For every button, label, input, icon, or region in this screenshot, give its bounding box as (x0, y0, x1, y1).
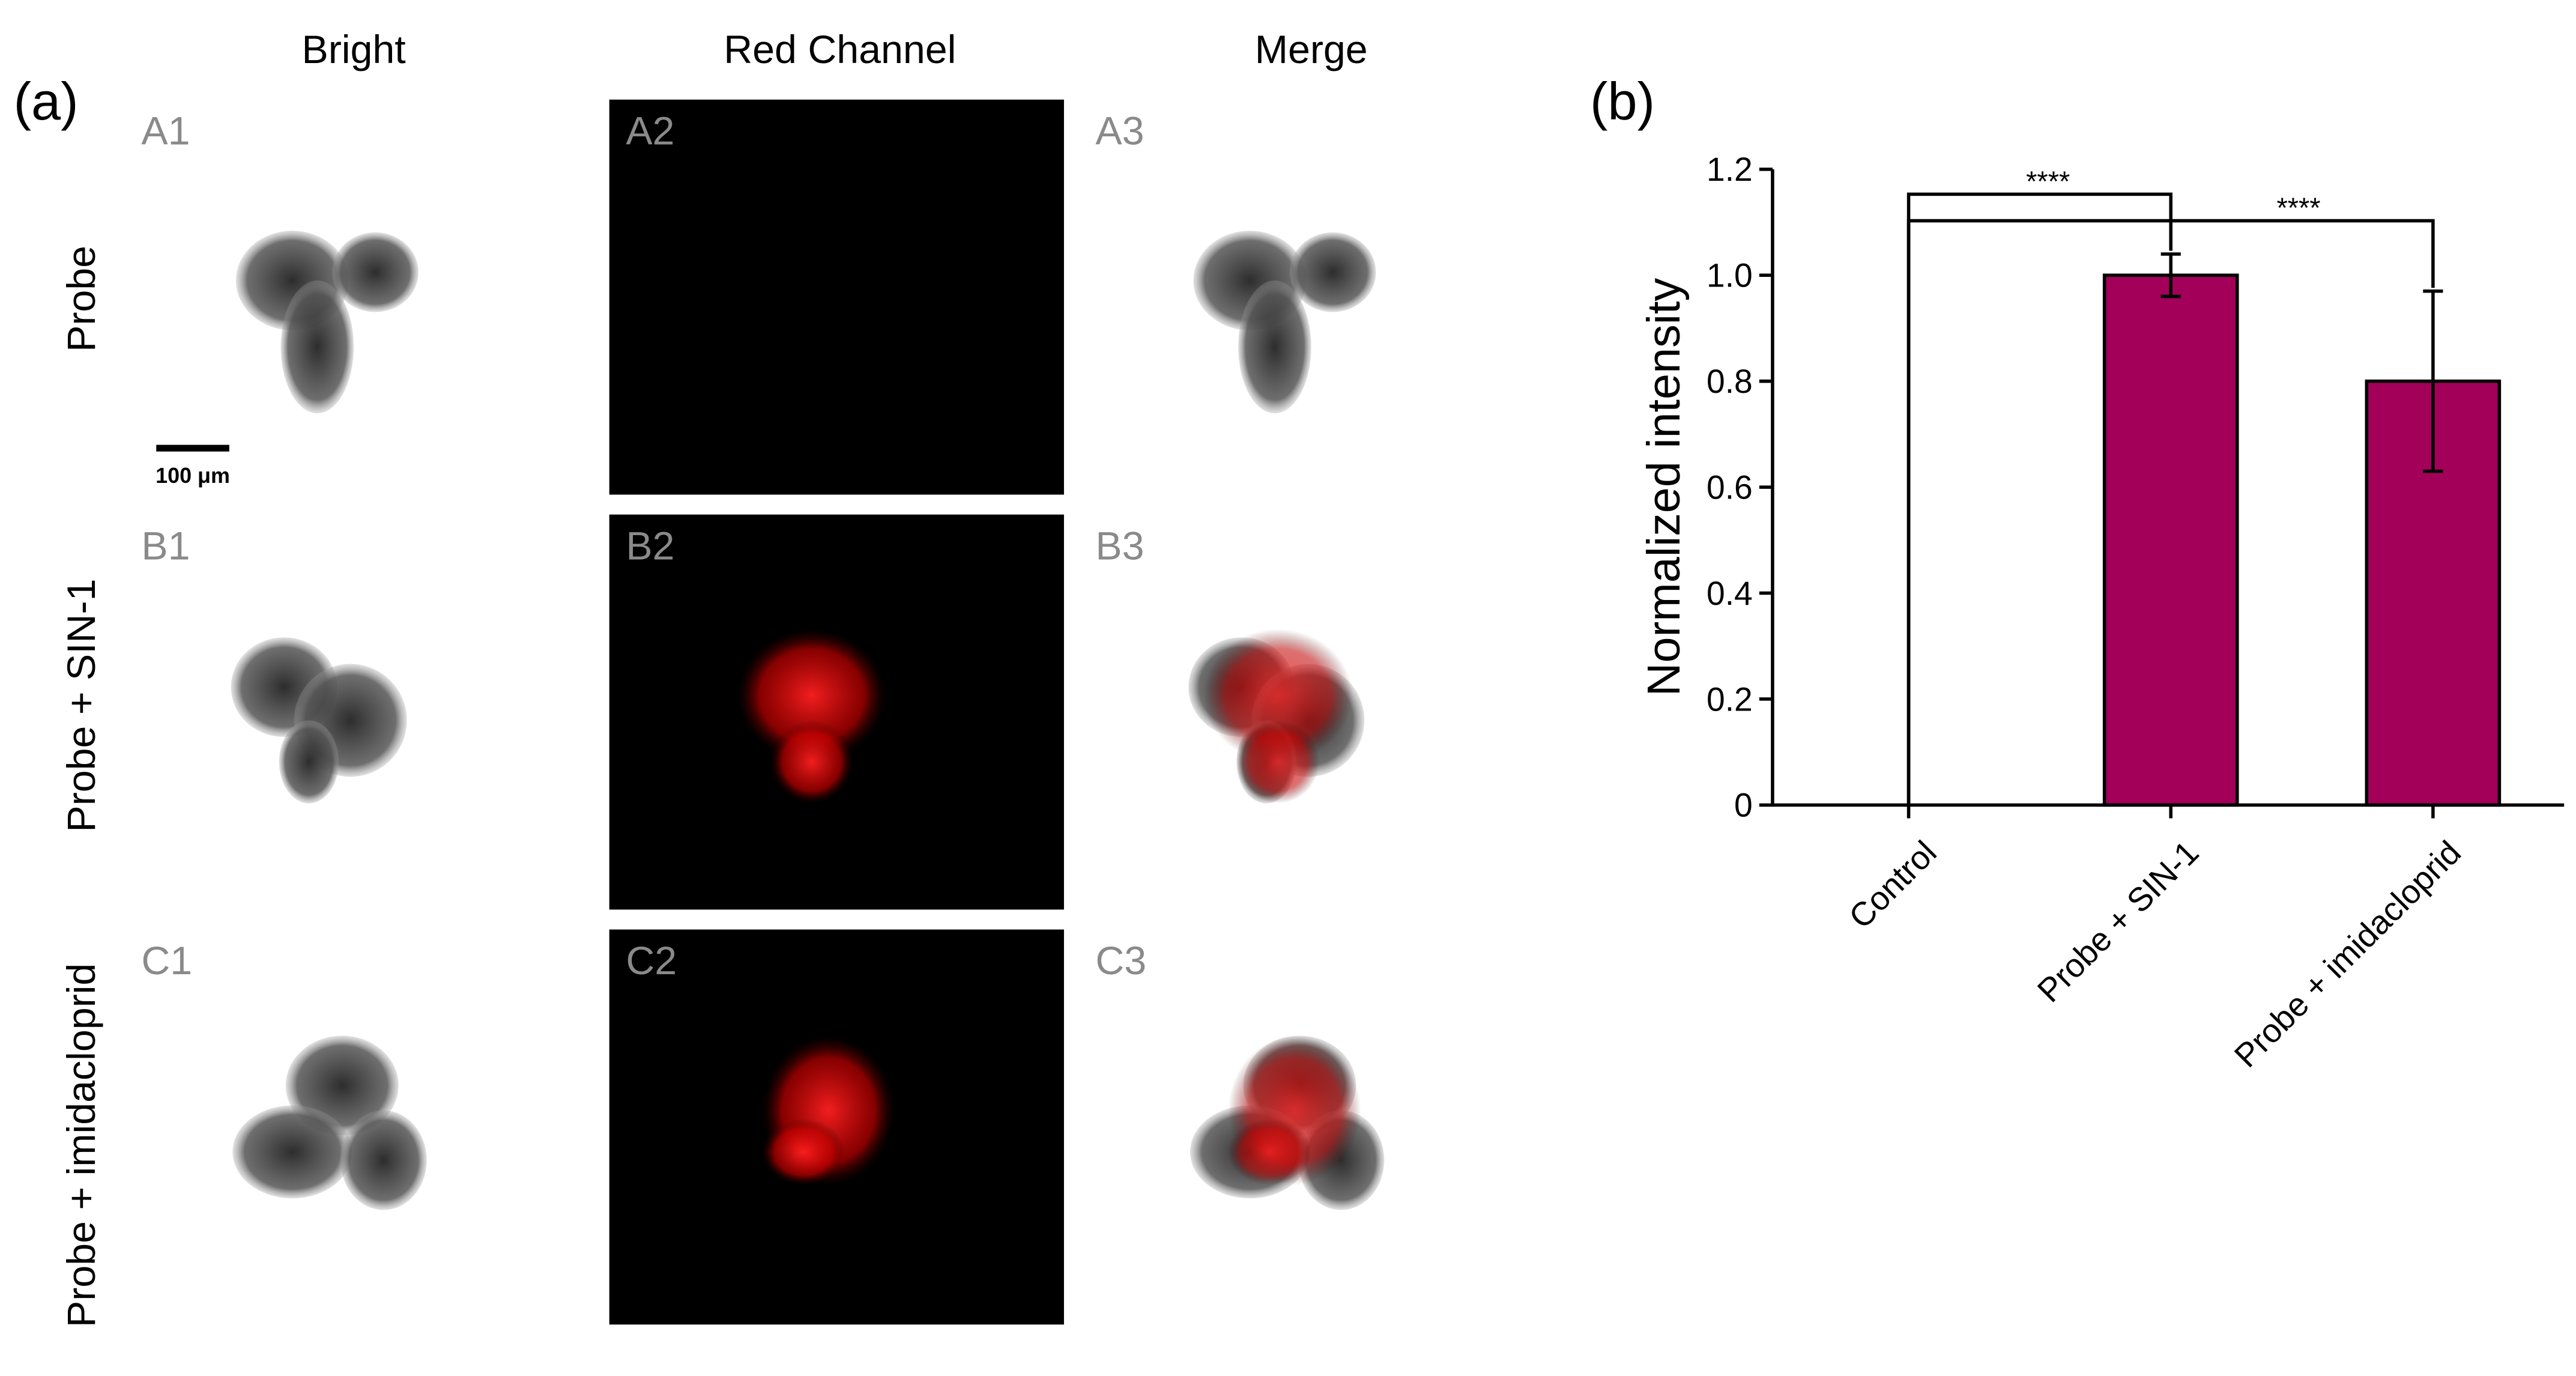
tissue (232, 1105, 352, 1199)
row-label: Probe + imidacloprid (59, 963, 104, 1327)
tissue (332, 232, 419, 312)
fluorescence (1236, 720, 1320, 804)
tile-background (609, 99, 1064, 495)
tile-label: A3 (1095, 109, 1144, 153)
fluorescence (1203, 629, 1353, 762)
tile-label: A1 (141, 109, 190, 153)
tile-label: C2 (626, 939, 677, 983)
image-tile: B3 (1078, 514, 1537, 910)
y-tick-label: 0.6 (1707, 468, 1753, 506)
column-header: Merge (1255, 28, 1368, 72)
x-tick-label: Control (1842, 834, 1944, 936)
column-header: Bright (301, 28, 405, 72)
y-tick-label: 0.8 (1707, 363, 1753, 400)
fluorescence (737, 629, 887, 762)
column-header: Red Channel (724, 28, 956, 72)
significance-label: **** (2026, 165, 2070, 197)
tile-label: B3 (1095, 524, 1144, 568)
significance-label: **** (2276, 192, 2320, 223)
y-tick-label: 1.0 (1707, 257, 1753, 294)
tissue (1238, 280, 1311, 414)
fluorescence (770, 720, 853, 804)
x-tick-label: Probe + SIN-1 (2030, 834, 2206, 1010)
tile-label: C1 (141, 939, 192, 983)
row-label: Probe (59, 246, 104, 352)
y-axis-label: Normalized intensity (1638, 278, 1690, 697)
x-tick-label: Probe + imidacloprid (2227, 834, 2468, 1074)
bar (2102, 273, 2239, 807)
y-tick-label: 0.4 (1707, 575, 1753, 612)
error-bar (2423, 289, 2443, 473)
fluorescence (761, 1118, 845, 1186)
tile-label: B1 (141, 524, 190, 568)
tile-label: B2 (626, 524, 674, 568)
row-label: Probe + SIN-1 (59, 579, 104, 832)
tissue (340, 1110, 427, 1210)
image-tile: A1 (124, 99, 576, 495)
y-tick-label: 0.2 (1707, 680, 1753, 718)
image-tile: C3 (1078, 929, 1537, 1325)
tile-label: C3 (1095, 939, 1146, 983)
panel-label: (b) (1590, 71, 1655, 131)
scale-bar-label: 100 μm (156, 463, 230, 488)
significance-bracket (1906, 219, 2435, 805)
tissue (280, 280, 354, 414)
image-tile: C1 (124, 929, 576, 1325)
image-tile: A2 (609, 99, 1064, 495)
tile-label: A2 (626, 109, 674, 153)
image-tile: B1 (124, 514, 576, 910)
panel-label: (a) (14, 71, 79, 131)
image-tile: B2 (609, 514, 1064, 910)
image-tile: C2 (609, 929, 1064, 1325)
tissue (1289, 232, 1376, 312)
fluorescence (1228, 1118, 1311, 1186)
error-bar (2160, 252, 2181, 299)
tissue (279, 720, 339, 804)
y-tick-label: 0 (1734, 787, 1753, 824)
y-tick-label: 1.2 (1707, 151, 1753, 188)
image-tile: A3 (1078, 99, 1537, 495)
